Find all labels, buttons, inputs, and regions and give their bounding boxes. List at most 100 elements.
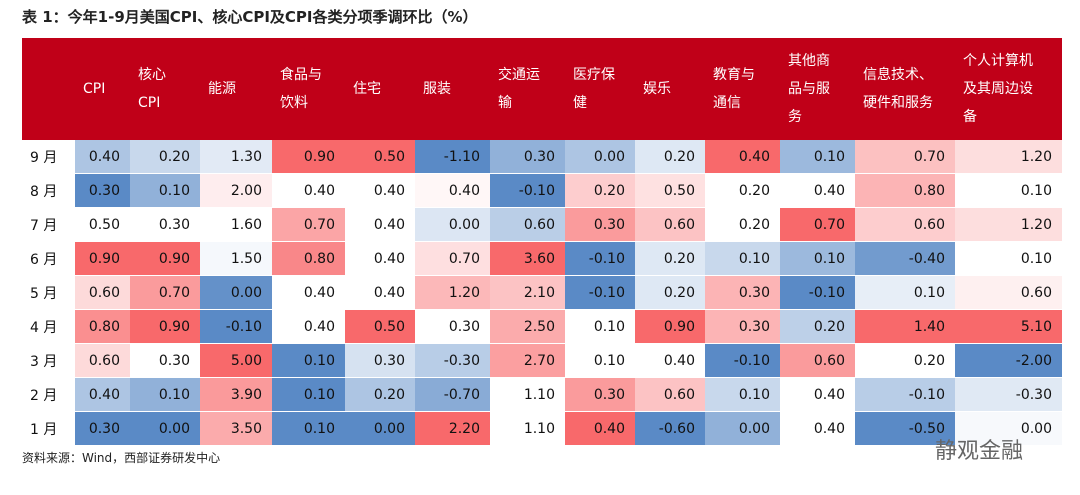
table-cell: 0.10 <box>705 241 780 276</box>
table-cell: 2.70 <box>490 343 565 378</box>
table-cell: 0.20 <box>565 173 635 208</box>
table-cell: 1.60 <box>200 207 272 242</box>
table-cell: 0.10 <box>955 241 1062 276</box>
table-row: 2 月 0.40 0.10 3.90 0.10 0.20 -0.70 1.10 0.30 0.60… <box>22 377 1062 412</box>
table-cell: 0.40 <box>75 377 130 412</box>
table-cell: 3.50 <box>200 411 272 446</box>
table-cell: 0.60 <box>955 275 1062 310</box>
table-cell: 0.90 <box>130 241 200 276</box>
table-cell: 0.30 <box>75 411 130 446</box>
table-cell: 1.20 <box>955 140 1062 174</box>
column-header: CPI <box>75 38 130 140</box>
table-cell: -0.70 <box>415 377 490 412</box>
table-cell: 0.20 <box>635 140 705 174</box>
table-cell: 0.40 <box>780 173 855 208</box>
table-cell: -0.50 <box>855 411 955 446</box>
column-header: 医疗保 健 <box>565 38 635 140</box>
table-cell: 0.90 <box>130 309 200 344</box>
row-label: 2 月 <box>22 377 75 412</box>
table-cell: 0.10 <box>272 343 345 378</box>
table-cell: 0.60 <box>855 207 955 242</box>
table: CPI 核心 CPI 能源 食品与 饮料 住宅 服装 交通运 输医疗保 健娱乐 教育与 通信其… <box>22 38 1062 446</box>
table-cell: 0.60 <box>635 377 705 412</box>
table-cell: 2.10 <box>490 275 565 310</box>
table-cell: 1.20 <box>415 275 490 310</box>
table-cell: 0.70 <box>130 275 200 310</box>
table-cell: 0.30 <box>705 275 780 310</box>
table-cell: 0.00 <box>705 411 780 446</box>
table-cell: 0.60 <box>490 207 565 242</box>
table-cell: 1.50 <box>200 241 272 276</box>
table-cell: 0.50 <box>75 207 130 242</box>
table-cell: 0.30 <box>565 207 635 242</box>
row-label: 1 月 <box>22 411 75 446</box>
table-cell: 0.30 <box>130 207 200 242</box>
table-cell: 0.20 <box>345 377 415 412</box>
table-cell: 0.20 <box>705 207 780 242</box>
table-cell: -0.10 <box>855 377 955 412</box>
table-cell: 0.50 <box>345 309 415 344</box>
table-cell: 0.40 <box>635 343 705 378</box>
table-cell: 0.80 <box>272 241 345 276</box>
table-cell: -0.40 <box>855 241 955 276</box>
column-header: 食品与 饮料 <box>272 38 345 140</box>
table-cell: 0.00 <box>345 411 415 446</box>
table-cell: 0.30 <box>705 309 780 344</box>
table-cell: 0.90 <box>75 241 130 276</box>
table-cell: 1.40 <box>855 309 955 344</box>
table-cell: 0.20 <box>780 309 855 344</box>
table-row: 6 月 0.90 0.90 1.50 0.80 0.40 0.70 3.60 -0.10 0.20… <box>22 241 1062 276</box>
table-cell: 0.40 <box>75 140 130 174</box>
source-note: 资料来源：Wind，西部证券研发中心 <box>22 451 221 465</box>
table-cell: -0.60 <box>635 411 705 446</box>
table-cell: 0.50 <box>635 173 705 208</box>
column-header: 住宅 <box>345 38 415 140</box>
table-title: 表 1：今年1-9月美国CPI、核心CPI及CPI各类分项季调环比（%） <box>22 8 478 26</box>
table-cell: 5.00 <box>200 343 272 378</box>
row-label: 7 月 <box>22 207 75 242</box>
table-cell: 0.20 <box>855 343 955 378</box>
row-label: 4 月 <box>22 309 75 344</box>
table-cell: 0.10 <box>565 309 635 344</box>
table-cell: -0.30 <box>955 377 1062 412</box>
table-cell: 0.10 <box>130 377 200 412</box>
table-cell: 0.60 <box>780 343 855 378</box>
table-cell: 0.90 <box>272 140 345 174</box>
table-cell: 0.60 <box>635 207 705 242</box>
table-row: 1 月 0.30 0.00 3.50 0.10 0.00 2.20 1.10 0.40 -0.60… <box>22 411 1062 446</box>
table-cell: 0.00 <box>415 207 490 242</box>
table-cell: 0.10 <box>565 343 635 378</box>
table-cell: 0.30 <box>565 377 635 412</box>
table-cell: 0.10 <box>130 173 200 208</box>
table-cell: 0.30 <box>415 309 490 344</box>
table-cell: 1.30 <box>200 140 272 174</box>
table-cell: -0.10 <box>565 241 635 276</box>
row-label: 8 月 <box>22 173 75 208</box>
header-corner <box>22 38 75 140</box>
table-cell: 5.10 <box>955 309 1062 344</box>
table-cell: 0.30 <box>345 343 415 378</box>
table-cell: 3.60 <box>490 241 565 276</box>
table-cell: 0.20 <box>635 241 705 276</box>
table-cell: 1.10 <box>490 411 565 446</box>
table-cell: 1.10 <box>490 377 565 412</box>
table-cell: 0.00 <box>130 411 200 446</box>
table-cell: -2.00 <box>955 343 1062 378</box>
table-cell: 0.10 <box>705 377 780 412</box>
table-cell: 0.00 <box>200 275 272 310</box>
table-row: 3 月 0.60 0.30 5.00 0.10 0.30 -0.30 2.70 0.10 0.40… <box>22 343 1062 378</box>
table-cell: 0.60 <box>75 275 130 310</box>
watermark: 静观金融 <box>935 439 1024 464</box>
column-header: 能源 <box>200 38 272 140</box>
table-cell: 0.40 <box>272 173 345 208</box>
table-cell: -1.10 <box>415 140 490 174</box>
table-cell: 0.40 <box>780 411 855 446</box>
column-header: 个人计算机 及其周边设 备 <box>955 38 1062 140</box>
table-cell: 0.20 <box>705 173 780 208</box>
table-cell: 0.40 <box>565 411 635 446</box>
table-cell: 0.40 <box>345 207 415 242</box>
table-cell: -0.10 <box>780 275 855 310</box>
table-row: 7 月 0.50 0.30 1.60 0.70 0.40 0.00 0.60 0.30 0.60 0… <box>22 207 1062 242</box>
column-header: 服装 <box>415 38 490 140</box>
table-cell: 0.40 <box>345 173 415 208</box>
